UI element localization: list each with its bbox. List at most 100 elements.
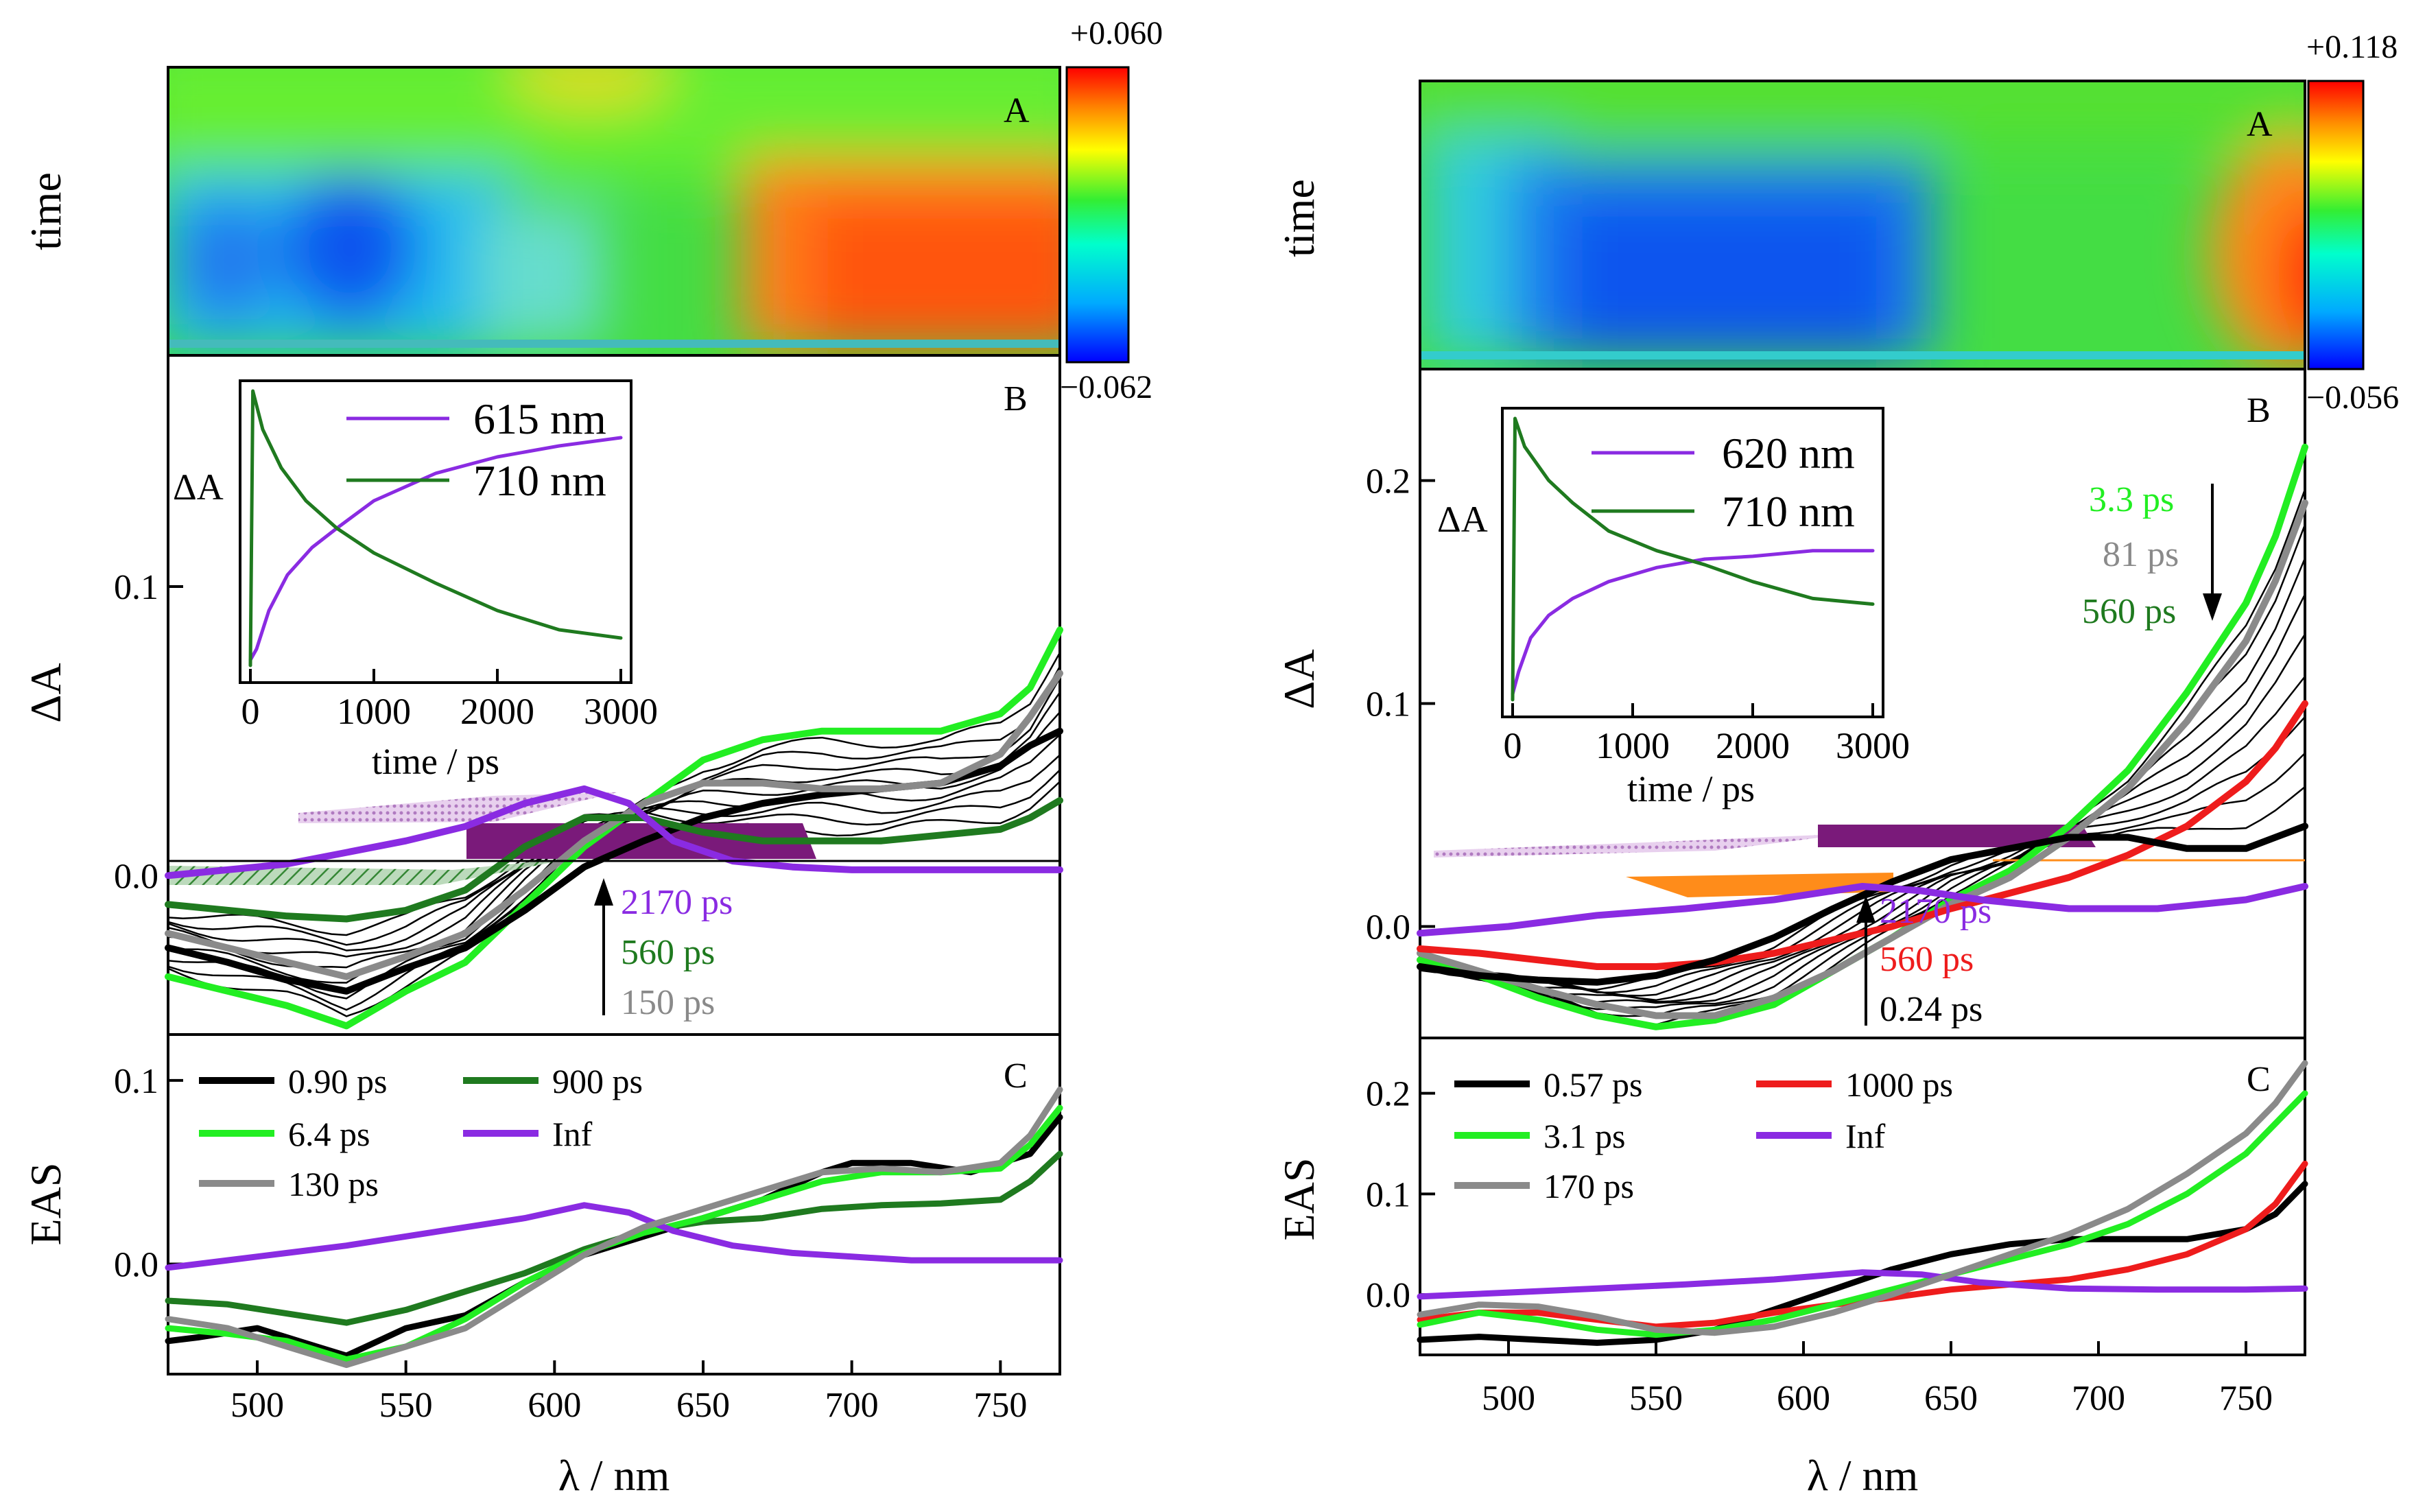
inset-x-label: time / ps	[372, 741, 499, 782]
x-tick-label: 700	[825, 1386, 879, 1425]
y-tick-label: 0.1	[114, 568, 158, 607]
time-arrow-down-head	[2203, 593, 2222, 621]
inset-y-label: ΔA	[1437, 499, 1488, 540]
right-panel-b: B ΔA 0.0 0.1 0.2 3.3 ps 81 ps 560 ps 2170 …	[1275, 368, 2308, 1039]
x-tick-label: 750	[973, 1386, 1027, 1425]
delta-a-axis-label: ΔA	[1275, 649, 1323, 709]
y-tick-label: 0.1	[114, 1062, 158, 1101]
eas-curve-gray	[1417, 1060, 2308, 1336]
heatmap-positive-region	[2209, 137, 2305, 369]
x-tick-label: 3000	[584, 691, 658, 732]
annotation-150ps: 150 ps	[621, 983, 715, 1022]
bold-spectrum-black	[165, 727, 1063, 995]
annotation-560ps-red: 560 ps	[1880, 940, 1974, 979]
panel-letter-a: A	[1004, 91, 1030, 130]
panel-letter-b: B	[1004, 379, 1028, 418]
y-tick-label: 0.1	[1366, 685, 1410, 724]
eas-curve-violet	[165, 1202, 1063, 1271]
y-tick-label: 0.0	[114, 857, 158, 896]
eas-curve-lime	[1417, 1090, 2308, 1338]
x-tick-label: 0	[241, 691, 260, 732]
legend-900ps: 900 ps	[552, 1062, 643, 1100]
inset-trace-violet	[1511, 549, 1875, 696]
x-tick-label: 1000	[1596, 725, 1670, 766]
x-tick-label: 650	[676, 1386, 730, 1425]
colorbar-min-label: −0.062	[1060, 369, 1152, 405]
panel-letter-c: C	[1004, 1056, 1028, 1096]
left-panel-a: A time +0.060 −0.062	[21, 15, 1163, 405]
bold-spectrum-violet	[165, 785, 1063, 879]
x-tick-label: 600	[1777, 1379, 1830, 1418]
y-tick-label: 0.2	[1366, 462, 1410, 501]
eas-curve-gray	[165, 1086, 1063, 1369]
annotation-0.24ps: 0.24 ps	[1880, 990, 1983, 1029]
inset-x-label: time / ps	[1627, 768, 1755, 810]
legend-1000ps: 1000 ps	[1845, 1065, 1953, 1104]
right-inset: 0 1000 2000 3000 ΔA time / ps 620 nm 710 nm	[1437, 407, 1910, 810]
wavelength-axis-label: λ / nm	[1807, 1451, 1919, 1500]
y-tick-label: 0.0	[1366, 1276, 1410, 1315]
legend-170ps: 170 ps	[1543, 1167, 1634, 1205]
shaded-region-purple	[1818, 825, 2096, 847]
eas-axis-label: EAS	[21, 1163, 70, 1246]
y-tick-label: 0.0	[1366, 908, 1410, 947]
inset-legend-710: 710 nm	[473, 456, 606, 505]
legend-0.57ps: 0.57 ps	[1543, 1065, 1642, 1104]
legend-3.1ps: 3.1 ps	[1543, 1117, 1625, 1155]
time-arrow-head	[594, 878, 613, 906]
wavelength-axis-label: λ / nm	[558, 1451, 670, 1500]
bold-spectrum-red	[1417, 700, 2308, 970]
left-panel-b: B ΔA 0.0 0.1 2170 ps 560 ps 150 ps 0 1000 2…	[21, 354, 1063, 1036]
thin-spectrum	[167, 769, 1061, 946]
legend-6.4ps: 6.4 ps	[288, 1115, 370, 1153]
shaded-region-lightpurple	[298, 792, 617, 823]
legend-inf: Inf	[552, 1115, 593, 1153]
bold-spectrum-gray	[1417, 499, 2308, 1019]
x-tick-label: 600	[528, 1386, 581, 1425]
colorbar-max-label: +0.060	[1070, 15, 1163, 51]
colorbar	[2307, 80, 2365, 370]
annotation-2170ps: 2170 ps	[621, 883, 733, 922]
x-tick-label: 0	[1504, 725, 1522, 766]
left-b-annotations: 2170 ps 560 ps 150 ps	[621, 883, 733, 1022]
x-tick-label: 1000	[337, 691, 411, 732]
bold-spectrum-violet	[1417, 883, 2308, 937]
legend-130ps: 130 ps	[288, 1165, 379, 1203]
bold-spectra-group	[165, 626, 1063, 1030]
annotation-2170ps: 2170 ps	[1880, 892, 1991, 931]
x-tick-label: 650	[1924, 1379, 1978, 1418]
inset-y-label: ΔA	[173, 466, 224, 508]
inset-trace-green	[248, 389, 623, 668]
inset-legend-615: 615 nm	[473, 394, 606, 443]
x-tick-label: 500	[230, 1386, 284, 1425]
x-tick-label: 2000	[460, 691, 534, 732]
panel-letter-b: B	[2247, 391, 2271, 430]
eas-curve-violet	[1417, 1269, 2308, 1300]
left-panel-c: C EAS 0.0 0.1 500 550 600 650 700 750 λ / nm 0…	[21, 1033, 1063, 1500]
bold-spectrum-black	[1417, 823, 2308, 986]
right-panel-c: C EAS 0.0 0.1 0.2 500 550 600 650 700 750 λ / n…	[1275, 1037, 2308, 1500]
y-tick-label: 0.2	[1366, 1075, 1410, 1114]
right-c-legend: 0.57 ps 3.1 ps 170 ps 1000 ps Inf	[1454, 1065, 1953, 1205]
x-tick-label: 2000	[1716, 725, 1790, 766]
y-tick-label: 0.0	[114, 1245, 158, 1284]
annotation-560ps: 560 ps	[621, 933, 715, 972]
panel-letter-a: A	[2247, 105, 2273, 144]
colorbar-max-label: +0.118	[2306, 29, 2398, 65]
y-tick-label: 0.1	[1366, 1175, 1410, 1214]
bold-spectrum-gray	[165, 670, 1063, 980]
thin-spectrum	[1419, 752, 2306, 994]
legend-0.90ps: 0.90 ps	[288, 1062, 387, 1100]
annotation-560ps-green: 560 ps	[2082, 592, 2176, 631]
time-axis-label: time	[1275, 179, 1323, 257]
right-b-annotations: 3.3 ps 81 ps 560 ps 2170 ps 560 ps 0.24 …	[1880, 480, 2179, 1029]
left-inset: 0 1000 2000 3000 ΔA time / ps 615 nm 710 nm	[173, 379, 658, 782]
x-tick-label: 750	[2219, 1379, 2273, 1418]
colorbar	[1065, 66, 1130, 364]
inset-legend-710: 710 nm	[1722, 487, 1855, 536]
shaded-region-green	[169, 858, 576, 885]
panel-letter-c: C	[2247, 1060, 2271, 1099]
x-tick-label: 3000	[1836, 725, 1910, 766]
inset-trace-green	[1511, 416, 1875, 702]
